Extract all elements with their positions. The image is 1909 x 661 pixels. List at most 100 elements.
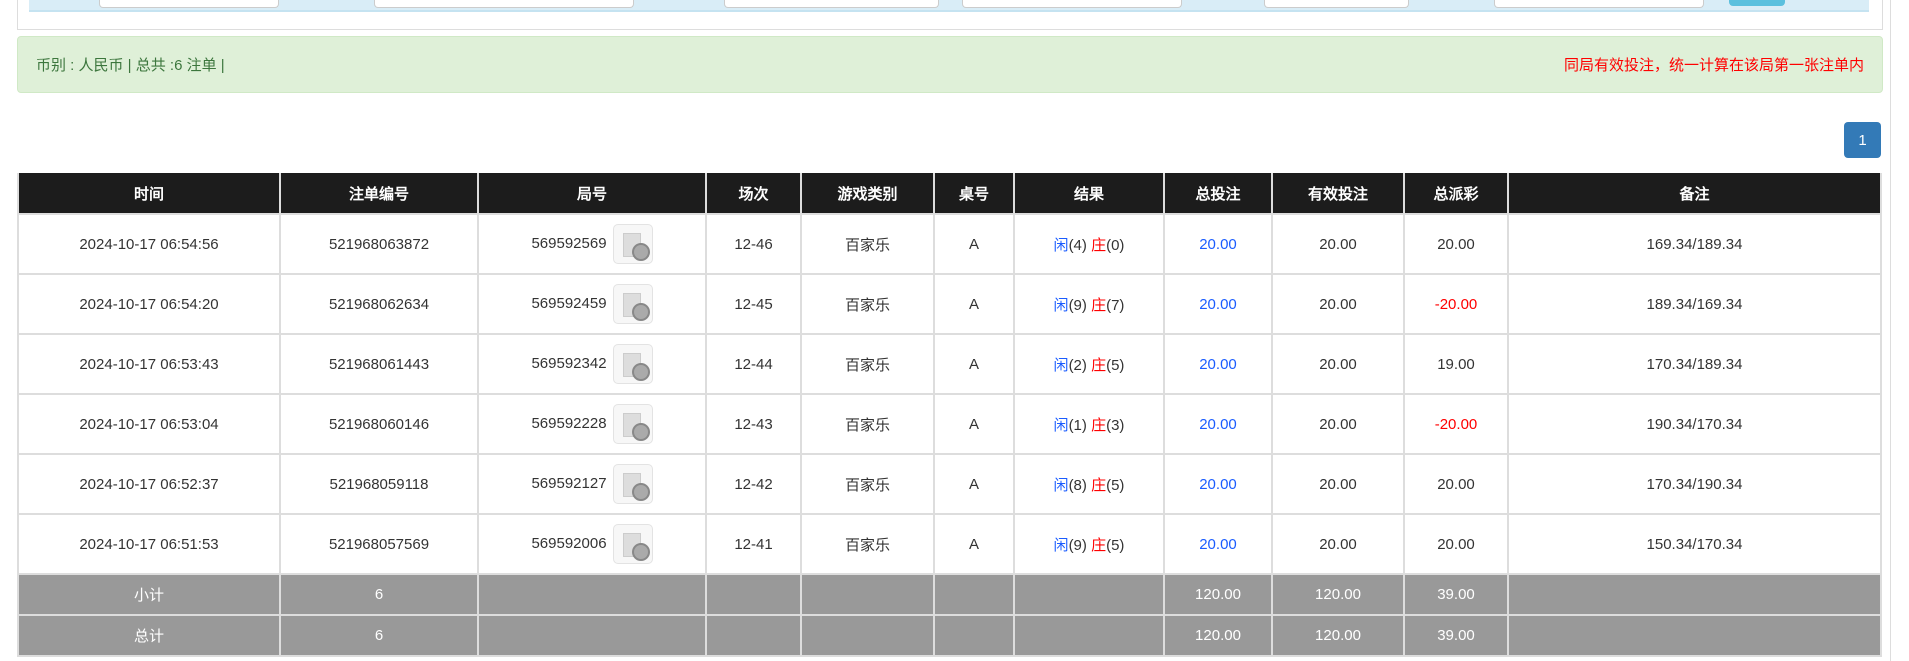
cell-total-bet[interactable]: 20.00: [1163, 213, 1273, 275]
cell-time: 2024-10-17 06:54:20: [17, 273, 281, 335]
cell-total-bet[interactable]: 20.00: [1163, 333, 1273, 395]
column-header-bet-id: 注单编号: [279, 173, 479, 215]
table-row: 2024-10-17 06:51:53 521968057569 5695920…: [17, 513, 1882, 575]
cell-valid-bet: 20.00: [1271, 273, 1405, 335]
cell-result: 闲(8) 庄(5): [1013, 453, 1165, 515]
summary-count: 6: [279, 573, 479, 616]
cell-bet-id: 521968061443: [279, 333, 479, 395]
empty-cell: [800, 573, 935, 616]
table-row: 2024-10-17 06:52:37 521968059118 5695921…: [17, 453, 1882, 515]
cell-result: 闲(9) 庄(5): [1013, 513, 1165, 575]
empty-cell: [477, 614, 707, 657]
empty-cell: [1013, 573, 1165, 616]
empty-cell: [1013, 614, 1165, 657]
bet-records-table: 时间 注单编号 局号 场次 游戏类别 桌号 结果 总投注 有效投注 总派彩 备注 2024-10-1…: [17, 173, 1882, 657]
video-replay-icon[interactable]: [612, 524, 653, 564]
player-points: (9): [1068, 296, 1087, 314]
filter-input[interactable]: [374, 0, 634, 8]
round-number: 569592006: [531, 534, 607, 552]
cell-payout: -20.00: [1403, 273, 1509, 335]
video-replay-icon[interactable]: [612, 344, 653, 384]
summary-valid-bet: 120.00: [1271, 614, 1405, 657]
cell-game-type: 百家乐: [800, 453, 935, 515]
cell-payout: 20.00: [1403, 453, 1509, 515]
cell-game-type: 百家乐: [800, 393, 935, 455]
cell-time: 2024-10-17 06:53:04: [17, 393, 281, 455]
column-header-payout: 总派彩: [1403, 173, 1509, 215]
table-row: 2024-10-17 06:54:20 521968062634 5695924…: [17, 273, 1882, 335]
round-number: 569592228: [531, 414, 607, 432]
empty-cell: [800, 614, 935, 657]
column-header-result: 结果: [1013, 173, 1165, 215]
cell-table-no: A: [933, 213, 1015, 275]
cell-total-bet[interactable]: 20.00: [1163, 393, 1273, 455]
video-replay-icon[interactable]: [612, 404, 653, 444]
player-points: (4): [1068, 236, 1087, 254]
summary-label: 小计: [17, 573, 281, 616]
table-row: 2024-10-17 06:54:56 521968063872 5695925…: [17, 213, 1882, 275]
cell-time: 2024-10-17 06:54:56: [17, 213, 281, 275]
cell-game-type: 百家乐: [800, 273, 935, 335]
cell-table-no: A: [933, 513, 1015, 575]
filter-input[interactable]: [1264, 0, 1409, 8]
cell-time: 2024-10-17 06:51:53: [17, 513, 281, 575]
summary-row: 小计 6 120.00 120.00 39.00: [17, 573, 1882, 616]
search-button[interactable]: [1729, 0, 1785, 6]
video-replay-icon[interactable]: [612, 464, 653, 504]
summary-payout: 39.00: [1403, 614, 1509, 657]
filter-input[interactable]: [99, 0, 279, 8]
page-button-1[interactable]: 1: [1844, 122, 1881, 158]
currency-summary: 币别 : 人民币 | 总共 :6 注单 |: [36, 57, 225, 74]
player-points: (1): [1068, 416, 1087, 434]
cell-round: 569592006: [477, 513, 707, 575]
column-header-valid-bet: 有效投注: [1271, 173, 1405, 215]
scrollbar[interactable]: [1890, 0, 1909, 661]
cell-remark: 189.34/169.34: [1507, 273, 1882, 335]
cell-bet-id: 521968060146: [279, 393, 479, 455]
empty-cell: [705, 614, 802, 657]
filter-panel: [17, 0, 1883, 30]
cell-session: 12-42: [705, 453, 802, 515]
cell-bet-id: 521968057569: [279, 513, 479, 575]
cell-payout: 19.00: [1403, 333, 1509, 395]
cell-time: 2024-10-17 06:53:43: [17, 333, 281, 395]
video-replay-icon[interactable]: [612, 284, 653, 324]
filter-input[interactable]: [724, 0, 939, 8]
cell-total-bet[interactable]: 20.00: [1163, 273, 1273, 335]
cell-valid-bet: 20.00: [1271, 513, 1405, 575]
video-replay-icon[interactable]: [612, 224, 653, 264]
filter-input[interactable]: [962, 0, 1182, 8]
cell-total-bet[interactable]: 20.00: [1163, 513, 1273, 575]
summary-payout: 39.00: [1403, 573, 1509, 616]
cell-payout: -20.00: [1403, 393, 1509, 455]
empty-cell: [705, 573, 802, 616]
round-number: 569592569: [531, 234, 607, 252]
table-row: 2024-10-17 06:53:43 521968061443 5695923…: [17, 333, 1882, 395]
cell-table-no: A: [933, 453, 1015, 515]
column-header-table-no: 桌号: [933, 173, 1015, 215]
round-number: 569592459: [531, 294, 607, 312]
empty-cell: [933, 614, 1015, 657]
player-label: 闲: [1053, 476, 1069, 494]
cell-remark: 150.34/170.34: [1507, 513, 1882, 575]
player-label: 闲: [1053, 356, 1069, 374]
summary-count: 6: [279, 614, 479, 657]
banker-points: (5): [1106, 476, 1125, 494]
cell-table-no: A: [933, 273, 1015, 335]
empty-cell: [1507, 614, 1882, 657]
column-header-remark: 备注: [1507, 173, 1882, 215]
cell-session: 12-45: [705, 273, 802, 335]
column-header-round: 局号: [477, 173, 707, 215]
summary-alert: 币别 : 人民币 | 总共 :6 注单 | 同局有效投注，统一计算在该局第一张注…: [17, 36, 1883, 93]
banker-label: 庄: [1091, 296, 1107, 314]
cell-remark: 190.34/170.34: [1507, 393, 1882, 455]
column-header-session: 场次: [705, 173, 802, 215]
banker-points: (7): [1106, 296, 1125, 314]
cell-session: 12-41: [705, 513, 802, 575]
column-header-game-type: 游戏类别: [800, 173, 935, 215]
cell-total-bet[interactable]: 20.00: [1163, 453, 1273, 515]
filter-input[interactable]: [1494, 0, 1704, 8]
summary-label: 总计: [17, 614, 281, 657]
summary-row: 总计 6 120.00 120.00 39.00: [17, 614, 1882, 657]
round-number: 569592127: [531, 474, 607, 492]
